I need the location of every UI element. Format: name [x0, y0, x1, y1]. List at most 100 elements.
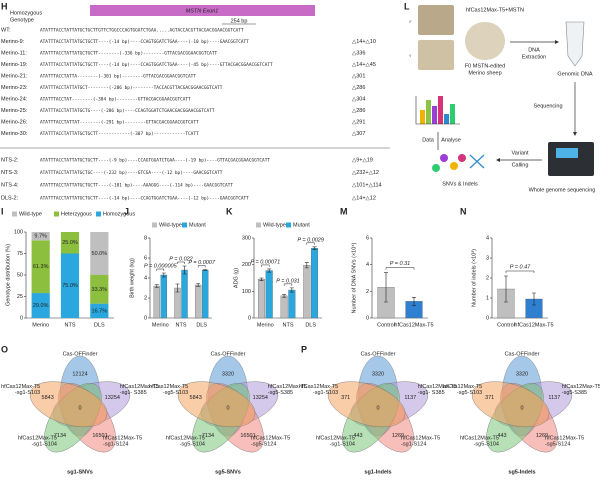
- indel: △14+△10: [352, 39, 376, 45]
- venn-count: 13254: [105, 395, 120, 401]
- venn-label: hfCas12Max-T5: [149, 384, 188, 390]
- panel-letter: J: [124, 206, 129, 216]
- venn-label: Cas-OFFinder: [361, 351, 396, 357]
- arrow-head: [573, 132, 577, 136]
- legend-label: Wild-type: [263, 222, 286, 228]
- indel: △14+△12: [352, 195, 376, 201]
- y-tick-label: 0: [20, 315, 23, 321]
- y-tick-label: 4: [486, 235, 489, 241]
- bar: [174, 287, 181, 319]
- error-bar: [304, 262, 309, 269]
- p-value: P = 0.000005: [144, 263, 178, 269]
- bar: [194, 284, 202, 319]
- legend-label: Homozygous: [103, 211, 135, 217]
- legend-swatch: [286, 222, 291, 228]
- y-axis-label: ADG (g): [233, 268, 239, 288]
- bar: [257, 279, 265, 319]
- venn-label: Cas-OFFinder: [211, 351, 246, 357]
- error-bar: [182, 265, 187, 275]
- venn-count: 3320: [516, 371, 528, 377]
- venn-label: -sg1- S385: [418, 390, 445, 396]
- venn-count: 16501: [240, 433, 255, 439]
- legend-swatch: [96, 211, 101, 217]
- sequence: ATATTTACCTATTATGCT--------(-286 bp)-----…: [40, 85, 223, 91]
- y-axis-label: Genotype distribution (%): [5, 244, 11, 306]
- error-bar: [312, 246, 317, 250]
- y-tick-label: 0: [248, 315, 251, 321]
- indel: △291: [352, 119, 365, 125]
- bar-segment: [60, 232, 80, 254]
- venn-center: 0: [226, 405, 229, 411]
- value-label: 16.7%: [92, 308, 108, 314]
- cross: [469, 154, 485, 169]
- legend-swatch: [182, 222, 187, 228]
- bar-segment: [90, 232, 109, 275]
- error-bar: [175, 283, 180, 293]
- significance-bracket: [197, 265, 206, 268]
- sequencer-screen: [556, 148, 578, 158]
- venn-count: 443: [353, 433, 362, 439]
- error-bar: [203, 269, 208, 271]
- venn-label: -sg1-S103: [15, 390, 40, 396]
- venn-count: 7134: [54, 433, 66, 439]
- venn-count: 443: [497, 433, 506, 439]
- venn-label: hfCas12Max-T5: [299, 384, 338, 390]
- icon-bar: [450, 104, 455, 124]
- x-tick-label: NTS: [65, 322, 76, 328]
- error-bar: [259, 277, 264, 281]
- venn-label: -sg5-S124: [251, 442, 276, 448]
- venn-count: 1269: [392, 433, 404, 439]
- x-tick-label: DLS: [305, 322, 316, 328]
- venn-label: hfCas12Max-T5: [316, 436, 355, 442]
- venn-title: sg5-Indels: [508, 469, 535, 475]
- significance-bracket: [385, 267, 415, 270]
- error-bar: [289, 287, 294, 293]
- y-tick-label: 2: [366, 289, 369, 295]
- p-value: P = 0.0029: [297, 237, 324, 243]
- step-label: SNVs & Indels: [442, 181, 478, 187]
- genotype-name: DLS-2:: [1, 195, 19, 201]
- venn-count: 371: [485, 395, 494, 401]
- icon-bar: [438, 96, 443, 124]
- venn-label: -sg5-S104: [180, 442, 205, 448]
- p-value: P = 0.022: [169, 256, 193, 262]
- error-bar: [161, 272, 166, 278]
- tube: [565, 21, 585, 67]
- bar: [160, 274, 168, 319]
- sequence: ATATTTACCTATTATGCTGCTT----(-14 bp)----CC…: [40, 195, 249, 201]
- legend-swatch: [54, 211, 59, 217]
- genotype-name: Merino-30:: [1, 131, 28, 137]
- x-tick-label: Merino: [32, 322, 49, 328]
- icon-bar: [426, 100, 431, 124]
- y-axis-label: Number of indels (×10³): [471, 249, 477, 307]
- lamb-photo: [465, 22, 505, 60]
- sequencer: [548, 142, 594, 176]
- y-tick-label: 200: [242, 262, 251, 268]
- bar-segment: [60, 253, 80, 318]
- value-label: 29.0%: [33, 303, 49, 309]
- venn-set: [177, 381, 256, 428]
- bar-segment: [90, 275, 109, 304]
- venn-label: hfCas12Max-T5: [18, 436, 57, 442]
- genotype-name: Merino-11:: [1, 50, 27, 56]
- y-tick-label: 6: [366, 235, 369, 241]
- genotype-name: Merino-21:: [1, 73, 28, 79]
- genotype-name: NTS-4:: [1, 183, 19, 189]
- venn-count: 371: [341, 395, 350, 401]
- legend-swatch: [152, 222, 157, 228]
- y-tick-label: 0: [486, 315, 489, 321]
- venn-count: 1269: [536, 433, 548, 439]
- y-tick-label: 100: [242, 289, 251, 295]
- venn-count: 3320: [222, 371, 234, 377]
- error-bar: [412, 297, 416, 306]
- venn-label: hfCas12Max-T5: [443, 384, 482, 390]
- y-tick-label: 0: [366, 315, 369, 321]
- x-tick-label: DLS: [94, 322, 105, 328]
- value-label: 9.7%: [34, 234, 47, 240]
- bar: [202, 269, 209, 319]
- sheep-label: Merino sheep: [468, 70, 501, 76]
- x-tick-label: Control: [497, 322, 515, 328]
- venn-label: -sg5-S103: [457, 390, 482, 396]
- bar: [288, 289, 296, 319]
